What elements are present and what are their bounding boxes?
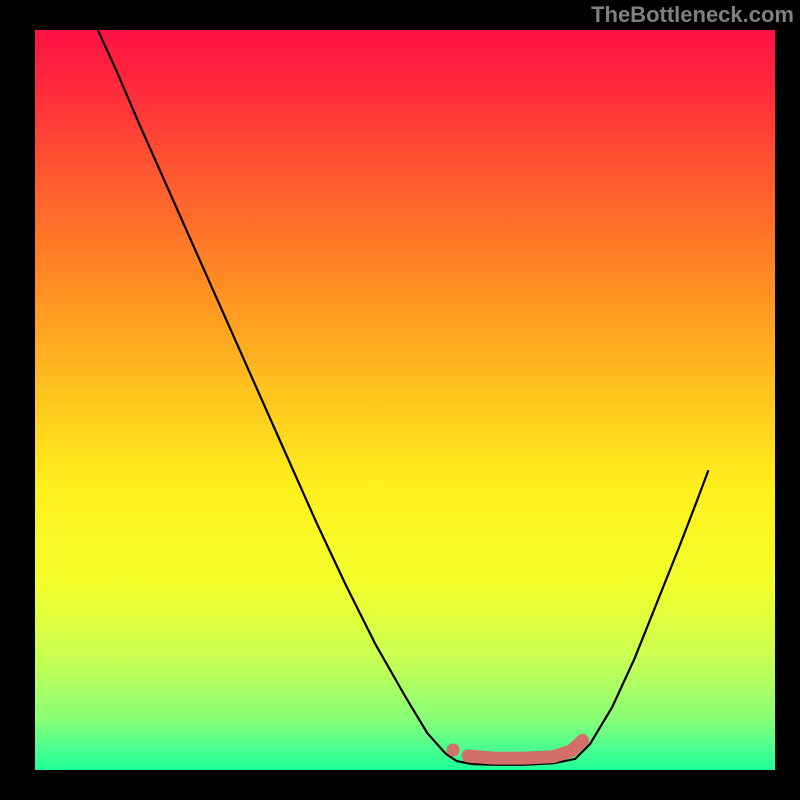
watermark-text: TheBottleneck.com — [591, 2, 794, 28]
plot-svg — [35, 30, 775, 770]
chart-container: TheBottleneck.com — [0, 0, 800, 800]
highlight-start-dot — [447, 744, 460, 757]
